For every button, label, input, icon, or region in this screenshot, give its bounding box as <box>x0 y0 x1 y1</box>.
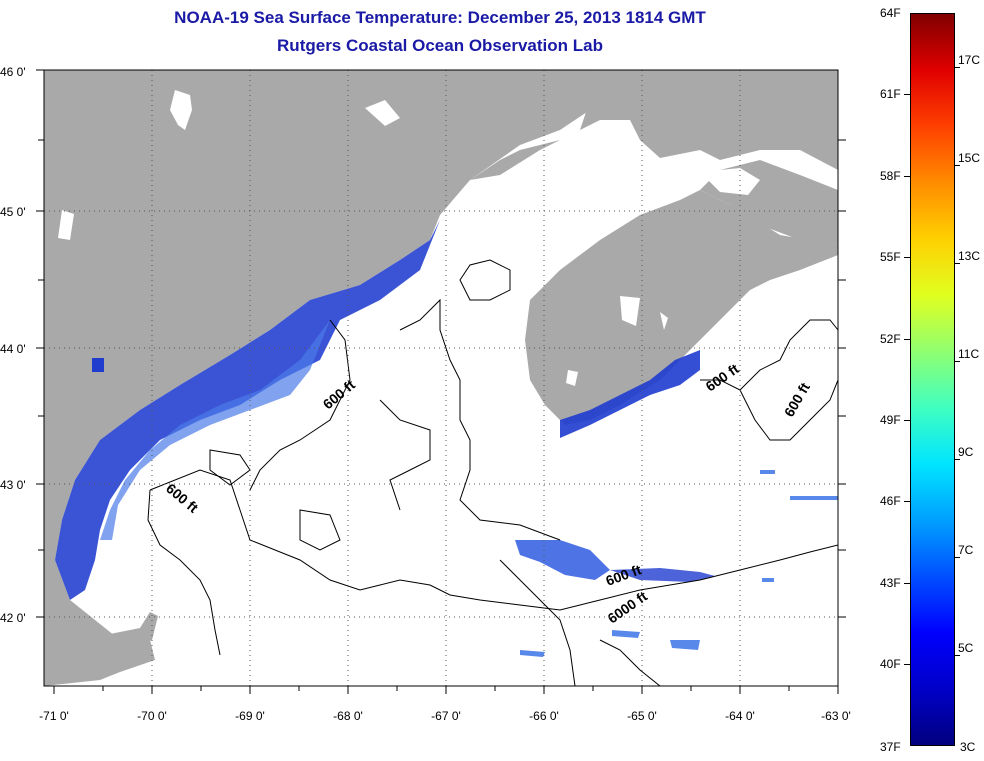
colorbar-c-label: 11C <box>958 347 980 361</box>
colorbar-tick <box>955 655 960 656</box>
colorbar-tick <box>904 583 910 584</box>
water-bay-of-fundy <box>495 150 700 300</box>
colorbar-f-label: 64F <box>880 6 901 20</box>
land-new-brunswick <box>470 70 838 180</box>
lat-label: 43 0' <box>0 478 26 492</box>
colorbar-tick <box>955 557 960 558</box>
colorbar-f-label: 52F <box>880 332 901 346</box>
colorbar-c-label: 9C <box>958 445 974 459</box>
lat-label: 44 0' <box>0 342 26 356</box>
sst-georges-bank <box>515 540 610 580</box>
lat-label: 42 0' <box>0 611 26 625</box>
colorbar-tick <box>904 339 910 340</box>
axis-ticks <box>36 69 846 694</box>
lon-label: -70 0' <box>137 709 167 723</box>
colorbar-f-label: 49F <box>880 413 901 427</box>
lon-label: -64 0' <box>725 709 755 723</box>
lat-label: 45 0' <box>0 205 26 219</box>
colorbar-tick <box>904 257 910 258</box>
colorbar-tick <box>904 420 910 421</box>
colorbar-tick <box>955 165 960 166</box>
colorbar-f-label: 40F <box>880 657 901 671</box>
colorbar-tick <box>904 176 910 177</box>
map-subtitle: Rutgers Coastal Ocean Observation Lab <box>277 36 603 55</box>
sst-georges-bank-east <box>610 568 715 582</box>
map-title: NOAA-19 Sea Surface Temperature: Decembe… <box>174 8 706 27</box>
colorbar-f-label: 55F <box>880 250 901 264</box>
colorbar-f-label: 37F <box>880 740 901 754</box>
colorbar-f-label: 43F <box>880 576 901 590</box>
colorbar-c-label: 7C <box>958 543 974 557</box>
colorbar-tick <box>955 459 960 460</box>
lon-label: -66 0' <box>529 709 559 723</box>
colorbar-c-label: 5C <box>958 641 974 655</box>
colorbar-tick <box>904 501 910 502</box>
lon-label: -69 0' <box>235 709 265 723</box>
colorbar-c-label: 13C <box>958 249 981 263</box>
lon-label: -63 0' <box>821 709 851 723</box>
depth-contours <box>147 259 838 686</box>
colorbar-tick <box>904 664 910 665</box>
sst-patch-west <box>92 358 104 372</box>
lon-label: -71 0' <box>39 709 69 723</box>
colorbar-f-label: 58F <box>880 169 901 183</box>
colorbar-tick <box>904 94 910 95</box>
lon-label: -68 0' <box>333 709 363 723</box>
colorbar-tick <box>955 263 960 264</box>
colorbar-tick <box>955 67 960 68</box>
lon-label: -65 0' <box>627 709 657 723</box>
land-cape-cod <box>100 612 158 656</box>
temperature-colorbar <box>910 13 955 746</box>
water-minas-basin <box>700 168 760 195</box>
map-frame <box>43 69 839 687</box>
colorbar-tick <box>955 361 960 362</box>
sst-nova-scotia-band <box>560 350 700 438</box>
colorbar-c-label: 15C <box>958 151 981 165</box>
colorbar-f-label: 61F <box>880 87 901 101</box>
lat-label: 46 0' <box>0 65 26 79</box>
land-maine-new-england <box>44 70 600 686</box>
colorbar-c-label: 3C <box>960 740 976 754</box>
sst-coastal-band <box>55 220 440 600</box>
land-nova-scotia <box>525 190 838 425</box>
colorbar-f-label: 46F <box>880 494 901 508</box>
colorbar-c-label: 17C <box>958 53 981 67</box>
lon-label: -67 0' <box>431 709 461 723</box>
